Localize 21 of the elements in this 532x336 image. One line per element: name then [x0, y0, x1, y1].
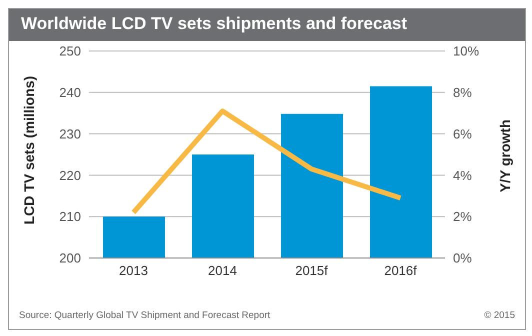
- y-tick-label: 230: [59, 126, 81, 142]
- y-tick-label: 220: [59, 168, 81, 183]
- y-tick-label: 240: [59, 85, 81, 100]
- y-tick-label: 210: [59, 209, 81, 224]
- text: © 2015: [484, 310, 515, 321]
- chart-title: Worldwide LCD TV sets shipments and forecast: [9, 9, 525, 41]
- source-note: Source: Quarterly Global TV Shipment and Forecast Report: [19, 310, 270, 321]
- y2-tick-label: 10%: [453, 44, 480, 59]
- x-tick-label: 2013: [119, 263, 148, 278]
- y-tick-label: 200: [59, 250, 81, 266]
- y2-tick-label: 0%: [453, 250, 472, 266]
- x-tick-label: 2014: [208, 263, 237, 278]
- y-axis-title: LCD TV sets (millions): [20, 76, 37, 224]
- y-tick-label: 250: [59, 44, 81, 59]
- y2-tick-label: 2%: [453, 209, 472, 224]
- y2-tick-label: 4%: [453, 168, 472, 183]
- x-tick-label: 2015f: [295, 263, 328, 278]
- y2-tick-label: 6%: [453, 126, 472, 142]
- y2-axis-title: Y/Y growth: [496, 120, 513, 192]
- y2-tick-label: 8%: [453, 85, 472, 100]
- x-tick-label: 2016f: [384, 263, 418, 278]
